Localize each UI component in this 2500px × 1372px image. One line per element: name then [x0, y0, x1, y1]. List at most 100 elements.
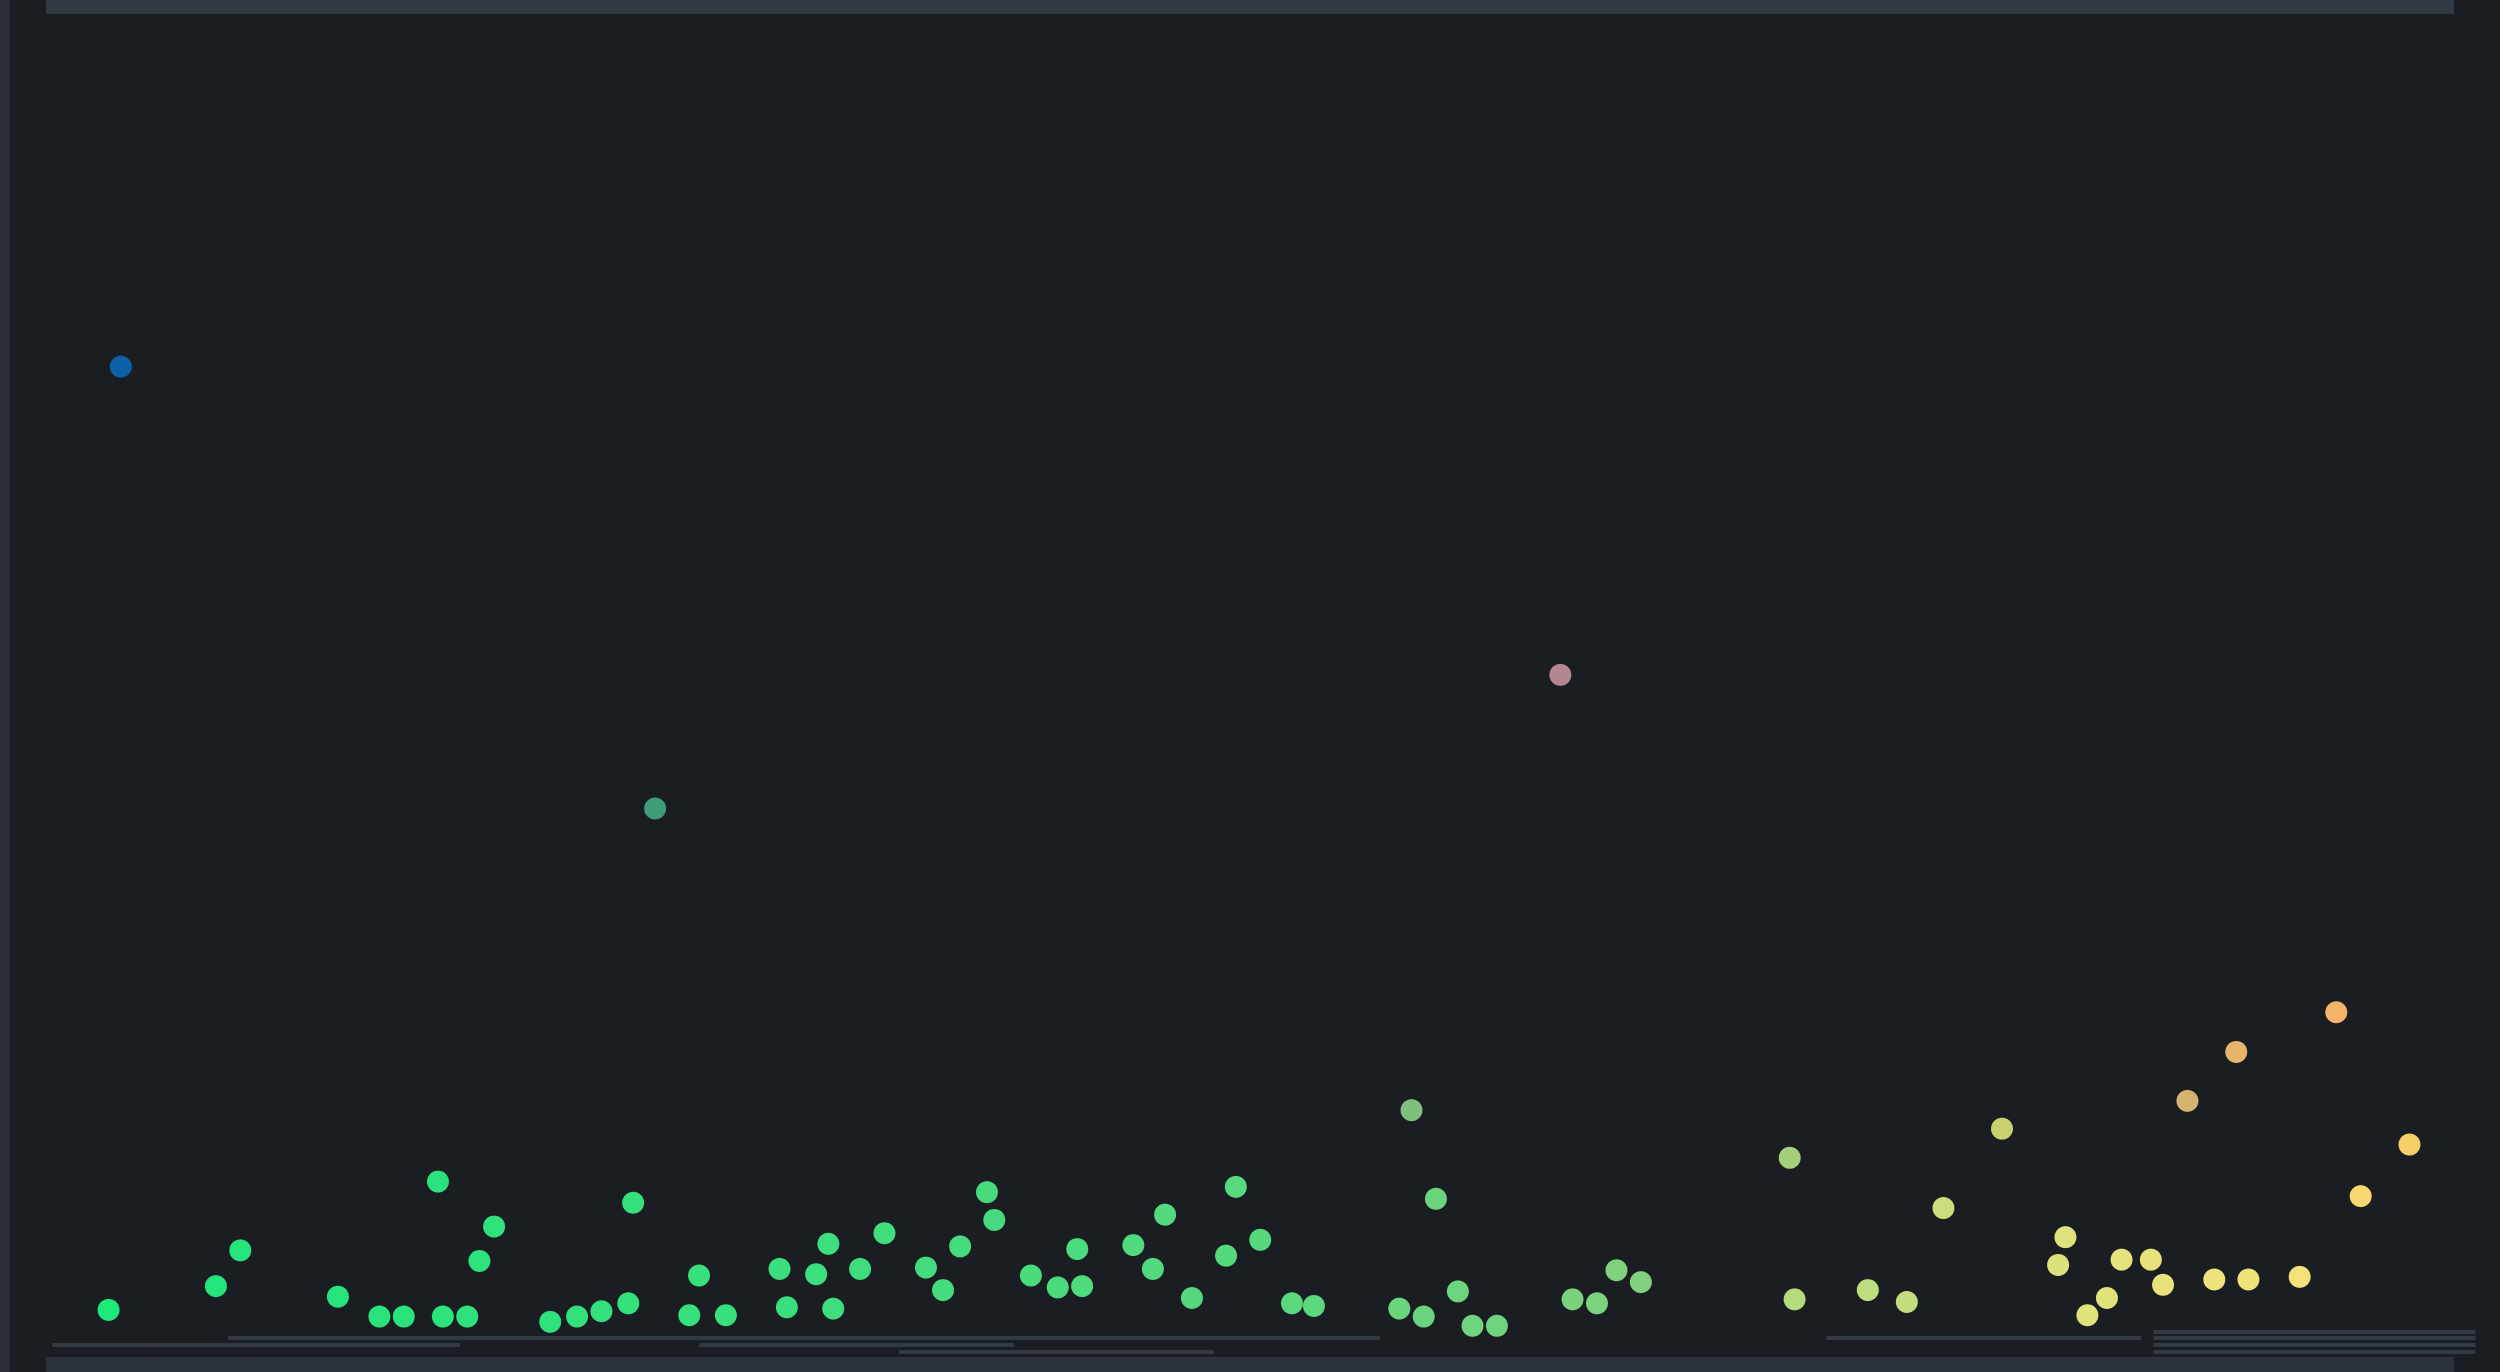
scatter-point-10 — [431, 1305, 454, 1328]
range-tick-12 — [2153, 1350, 2476, 1354]
scatter-point-34 — [1019, 1264, 1042, 1287]
scatter-point-76 — [2325, 1001, 2348, 1024]
scatter-point-23 — [775, 1296, 798, 1319]
scatter-point-7 — [368, 1305, 391, 1328]
scatter-point-70 — [2152, 1273, 2175, 1296]
scatter-point-54 — [1561, 1288, 1584, 1311]
scatter-point-49 — [1412, 1305, 1435, 1328]
scatter-point-2 — [1549, 663, 1572, 686]
scatter-point-22 — [768, 1257, 791, 1280]
range-tick-2 — [254, 1343, 358, 1347]
scatter-point-12 — [468, 1249, 491, 1272]
scatter-point-65 — [2054, 1226, 2077, 1249]
scatter-point-30 — [932, 1279, 955, 1302]
scatter-point-71 — [2176, 1089, 2199, 1112]
scatter-point-67 — [2095, 1287, 2118, 1310]
scatter-point-69 — [2139, 1248, 2162, 1271]
scatter-point-31 — [949, 1235, 972, 1258]
range-tick-4 — [228, 1336, 892, 1340]
top-frame-band — [46, 0, 2454, 14]
scatter-point-78 — [2398, 1133, 2421, 1156]
scatter-point-26 — [822, 1297, 845, 1320]
left-edge-bar — [0, 0, 10, 1372]
scatter-point-46 — [1302, 1294, 1325, 1317]
scatter-point-28 — [873, 1222, 896, 1245]
scatter-point-53 — [1485, 1314, 1508, 1337]
scatter-point-51 — [1446, 1280, 1469, 1303]
scatter-point-57 — [1629, 1271, 1652, 1294]
scatter-point-11 — [456, 1305, 479, 1328]
scatter-point-41 — [1180, 1287, 1203, 1310]
scatter-point-45 — [1280, 1292, 1303, 1315]
scatter-point-50 — [1424, 1187, 1447, 1210]
scatter-point-18 — [622, 1191, 645, 1214]
scatter-point-52 — [1461, 1314, 1484, 1337]
scatter-point-40 — [1154, 1203, 1177, 1226]
range-tick-5 — [699, 1343, 1014, 1347]
scatter-point-39 — [1141, 1257, 1164, 1280]
scatter-point-75 — [2288, 1265, 2311, 1288]
scatter-point-32 — [975, 1181, 998, 1204]
range-tick-9 — [1826, 1336, 2142, 1340]
scatter-point-14 — [539, 1310, 562, 1333]
range-tick-11 — [2153, 1343, 2476, 1347]
scatter-point-17 — [617, 1292, 640, 1315]
scatter-point-43 — [1224, 1175, 1247, 1198]
scatter-point-47 — [1388, 1297, 1411, 1320]
scatter-point-33 — [983, 1208, 1006, 1231]
scatter-point-68 — [2110, 1248, 2133, 1271]
range-tick-7 — [899, 1350, 1214, 1354]
scatter-point-8 — [392, 1305, 415, 1328]
scatter-point-25 — [817, 1232, 840, 1255]
scatter-point-29 — [914, 1256, 937, 1279]
scatter-point-21 — [714, 1304, 737, 1327]
bottom-frame-band — [46, 1357, 2454, 1372]
scatter-point-5 — [229, 1239, 252, 1262]
scatter-point-27 — [849, 1257, 872, 1280]
scatter-point-61 — [1895, 1290, 1918, 1313]
scatter-point-0 — [109, 355, 132, 378]
scatter-point-59 — [1783, 1288, 1806, 1311]
range-tick-10 — [2153, 1336, 2476, 1340]
scatter-point-13 — [483, 1215, 506, 1238]
scatter-point-44 — [1249, 1228, 1272, 1251]
scatter-point-74 — [2237, 1268, 2260, 1291]
scatter-point-19 — [678, 1304, 701, 1327]
range-tick-8 — [1065, 1336, 1380, 1340]
range-tick-13 — [2153, 1330, 2476, 1334]
range-tick-3 — [357, 1343, 460, 1347]
scatter-point-56 — [1605, 1259, 1628, 1282]
scatter-point-48 — [1400, 1099, 1423, 1122]
scatter-point-20 — [688, 1264, 711, 1287]
scatter-point-66 — [2076, 1304, 2099, 1327]
range-tick-0 — [52, 1343, 155, 1347]
scatter-point-4 — [204, 1275, 227, 1298]
scatter-point-64 — [2047, 1253, 2070, 1276]
scatter-point-24 — [805, 1263, 828, 1286]
scatter-point-38 — [1122, 1234, 1145, 1257]
scatter-point-36 — [1066, 1238, 1089, 1261]
scatter-point-62 — [1932, 1197, 1955, 1220]
range-tick-6 — [843, 1336, 1153, 1340]
scatter-point-72 — [2203, 1268, 2226, 1291]
scatter-point-15 — [566, 1305, 589, 1328]
scatter-point-9 — [426, 1170, 449, 1193]
scatter-point-16 — [590, 1300, 613, 1323]
scatter-point-58 — [1778, 1146, 1801, 1169]
scatter-point-77 — [2349, 1185, 2372, 1208]
scatter-point-55 — [1585, 1292, 1608, 1315]
point-layer — [97, 355, 2421, 1337]
tick-layer — [52, 1330, 2476, 1354]
scatter-point-42 — [1215, 1244, 1238, 1267]
scatter-point-1 — [644, 797, 667, 820]
scatter-point-35 — [1046, 1276, 1069, 1299]
scatter-point-6 — [326, 1285, 349, 1308]
scatter-point-3 — [97, 1298, 120, 1321]
scatter-point-60 — [1856, 1279, 1879, 1302]
scatter-point-73 — [2225, 1040, 2248, 1063]
scatter-point-63 — [1991, 1117, 2013, 1140]
range-tick-1 — [154, 1343, 255, 1347]
scatter-point-37 — [1071, 1275, 1094, 1298]
